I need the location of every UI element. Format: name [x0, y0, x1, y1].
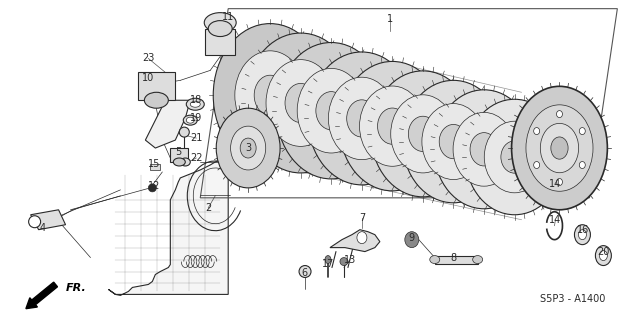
- Ellipse shape: [371, 71, 475, 197]
- Polygon shape: [205, 29, 235, 55]
- Text: 7: 7: [359, 213, 365, 223]
- Polygon shape: [330, 230, 380, 252]
- Text: FR.: FR.: [65, 283, 86, 294]
- Polygon shape: [435, 256, 477, 264]
- Ellipse shape: [216, 108, 280, 188]
- Ellipse shape: [579, 128, 586, 135]
- Text: 11: 11: [222, 12, 234, 22]
- Ellipse shape: [540, 123, 579, 173]
- Ellipse shape: [266, 60, 335, 146]
- Ellipse shape: [173, 158, 186, 166]
- Ellipse shape: [186, 117, 195, 123]
- Ellipse shape: [325, 256, 331, 264]
- Ellipse shape: [316, 92, 347, 130]
- Polygon shape: [31, 210, 65, 230]
- Text: 14: 14: [549, 179, 562, 189]
- Ellipse shape: [579, 162, 586, 169]
- Ellipse shape: [360, 86, 425, 166]
- Ellipse shape: [204, 13, 236, 32]
- Ellipse shape: [526, 105, 593, 191]
- Text: 5: 5: [175, 147, 181, 157]
- Ellipse shape: [403, 80, 504, 203]
- Text: 2: 2: [205, 203, 211, 213]
- Ellipse shape: [235, 51, 305, 140]
- Ellipse shape: [600, 251, 607, 260]
- Text: 15: 15: [148, 159, 161, 169]
- Text: 16: 16: [577, 225, 589, 235]
- Ellipse shape: [534, 162, 540, 169]
- Ellipse shape: [595, 245, 611, 266]
- Polygon shape: [138, 73, 175, 100]
- Ellipse shape: [357, 232, 367, 244]
- Ellipse shape: [180, 158, 190, 166]
- Ellipse shape: [391, 95, 455, 173]
- Ellipse shape: [422, 104, 485, 180]
- Text: 19: 19: [190, 113, 202, 123]
- Text: 21: 21: [190, 133, 202, 143]
- Ellipse shape: [470, 133, 498, 166]
- Ellipse shape: [466, 99, 563, 215]
- Ellipse shape: [230, 126, 266, 170]
- Ellipse shape: [297, 68, 365, 153]
- Ellipse shape: [340, 258, 348, 266]
- Ellipse shape: [575, 225, 591, 245]
- Ellipse shape: [434, 90, 534, 209]
- Text: 18: 18: [190, 95, 202, 105]
- Ellipse shape: [557, 111, 563, 118]
- Text: 4: 4: [40, 223, 45, 233]
- Ellipse shape: [254, 75, 286, 115]
- Text: S5P3 - A1400: S5P3 - A1400: [540, 294, 605, 304]
- Text: 6: 6: [301, 268, 307, 279]
- Ellipse shape: [378, 108, 407, 144]
- Ellipse shape: [299, 266, 311, 278]
- Text: 12: 12: [148, 181, 161, 191]
- Ellipse shape: [179, 127, 189, 137]
- Ellipse shape: [405, 232, 419, 248]
- Text: 14: 14: [549, 215, 562, 225]
- Ellipse shape: [453, 112, 515, 186]
- Ellipse shape: [551, 137, 568, 159]
- Text: 1: 1: [387, 14, 393, 24]
- Ellipse shape: [557, 178, 563, 185]
- Ellipse shape: [579, 230, 586, 240]
- Ellipse shape: [240, 138, 256, 158]
- Ellipse shape: [29, 216, 40, 228]
- Ellipse shape: [408, 116, 437, 151]
- Ellipse shape: [148, 184, 156, 192]
- Ellipse shape: [190, 101, 200, 107]
- Polygon shape: [150, 164, 161, 170]
- Text: 10: 10: [142, 73, 154, 83]
- Ellipse shape: [308, 52, 415, 185]
- Polygon shape: [108, 158, 228, 295]
- Ellipse shape: [511, 86, 607, 210]
- Text: 23: 23: [142, 53, 155, 64]
- Ellipse shape: [430, 256, 440, 264]
- Ellipse shape: [347, 100, 377, 137]
- Ellipse shape: [186, 98, 204, 110]
- Polygon shape: [170, 148, 188, 162]
- Text: 22: 22: [190, 153, 202, 163]
- Ellipse shape: [183, 115, 197, 125]
- Text: 8: 8: [451, 252, 457, 263]
- Ellipse shape: [439, 124, 468, 159]
- Ellipse shape: [339, 61, 445, 191]
- Ellipse shape: [244, 33, 356, 173]
- Ellipse shape: [473, 256, 483, 264]
- Ellipse shape: [208, 21, 232, 37]
- Text: 13: 13: [344, 254, 356, 265]
- FancyArrow shape: [26, 282, 58, 309]
- Ellipse shape: [484, 121, 545, 193]
- Ellipse shape: [276, 43, 386, 179]
- Ellipse shape: [145, 92, 168, 108]
- Text: 17: 17: [322, 259, 334, 268]
- Ellipse shape: [285, 83, 316, 122]
- Text: 20: 20: [597, 246, 609, 257]
- Text: 9: 9: [409, 233, 415, 243]
- Ellipse shape: [213, 24, 327, 167]
- Ellipse shape: [501, 141, 528, 173]
- Polygon shape: [145, 100, 190, 148]
- Ellipse shape: [328, 77, 395, 160]
- Ellipse shape: [534, 128, 540, 135]
- Text: 3: 3: [245, 143, 252, 153]
